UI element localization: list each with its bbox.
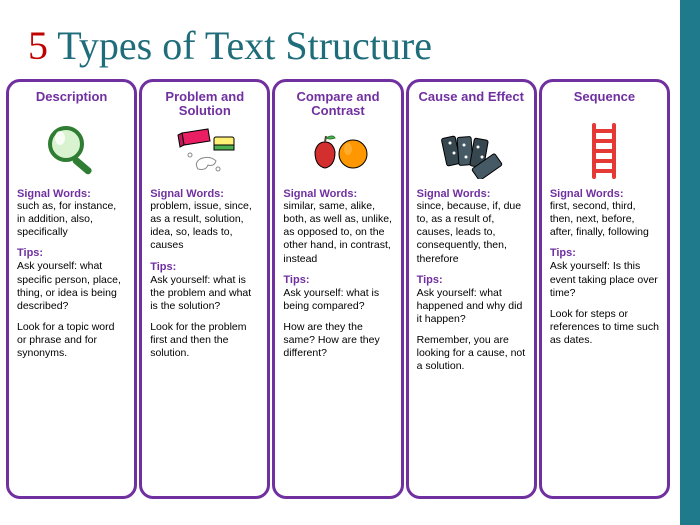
col-problem-solution: Problem and Solution Signal Words: probl… <box>139 79 270 499</box>
tips-text-2: Remember, you are looking for a cause, n… <box>417 334 526 373</box>
ladder-icon <box>550 120 659 182</box>
tips-label: Tips: <box>550 247 659 259</box>
tips-text-1: Ask yourself: what is being compared? <box>283 287 392 313</box>
col-title: Problem and Solution <box>150 90 259 120</box>
col-compare-contrast: Compare and Contrast Signal Words: simil… <box>272 79 403 499</box>
tips-text-1: Ask yourself: what is the problem and wh… <box>150 274 259 313</box>
signal-label: Signal Words: <box>550 188 659 200</box>
tips-text-2: Look for steps or references to time suc… <box>550 308 659 347</box>
signal-text: similar, same, alike, both, as well as, … <box>283 200 392 266</box>
signal-text: such as, for instance, in addition, also… <box>17 200 126 239</box>
signal-label: Signal Words: <box>283 188 392 200</box>
title-number: 5 <box>28 23 48 68</box>
tips-text-1: Ask yourself: what happened and why did … <box>417 287 526 326</box>
signal-label: Signal Words: <box>150 188 259 200</box>
col-description: Description Signal Words: such as, for i… <box>6 79 137 499</box>
col-title: Compare and Contrast <box>283 90 392 120</box>
sponge-icon <box>150 120 259 182</box>
col-cause-effect: Cause and Effect Signal Words: since, be… <box>406 79 537 499</box>
page-title: 5 Types of Text Structure <box>0 0 700 79</box>
signal-text: first, second, third, then, next, before… <box>550 200 659 239</box>
apple-orange-icon <box>283 120 392 182</box>
accent-bar <box>680 0 700 525</box>
tips-label: Tips: <box>283 274 392 286</box>
signal-label: Signal Words: <box>417 188 526 200</box>
col-title: Sequence <box>550 90 659 120</box>
signal-label: Signal Words: <box>17 188 126 200</box>
tips-text-1: Ask yourself: what specific person, plac… <box>17 260 126 313</box>
signal-text: since, because, if, due to, as a result … <box>417 200 526 266</box>
tips-label: Tips: <box>417 274 526 286</box>
tips-text-2: How are they the same? How are they diff… <box>283 321 392 360</box>
title-text: Types of Text Structure <box>48 23 432 68</box>
magnifier-icon <box>17 120 126 182</box>
tips-label: Tips: <box>150 261 259 273</box>
col-title: Description <box>17 90 126 120</box>
columns-container: Description Signal Words: such as, for i… <box>0 79 676 499</box>
dominoes-icon <box>417 120 526 182</box>
signal-text: problem, issue, since, as a result, solu… <box>150 200 259 253</box>
col-sequence: Sequence Signal Words: first, second, th… <box>539 79 670 499</box>
tips-text-2: Look for a topic word or phrase and for … <box>17 321 126 360</box>
col-title: Cause and Effect <box>417 90 526 120</box>
tips-text-2: Look for the problem first and then the … <box>150 321 259 360</box>
tips-text-1: Ask yourself: Is this event taking place… <box>550 260 659 299</box>
tips-label: Tips: <box>17 247 126 259</box>
